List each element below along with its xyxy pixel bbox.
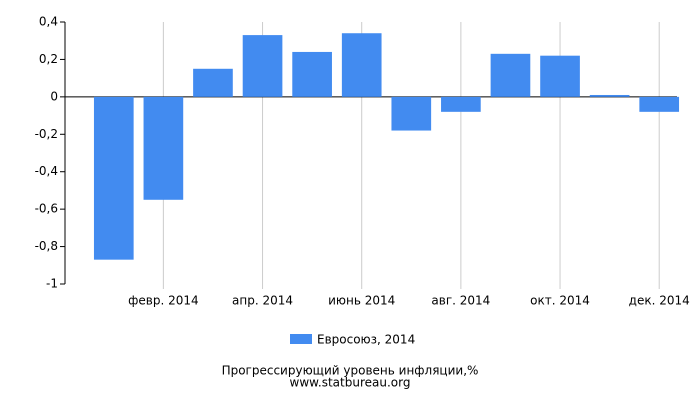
- bar: [341, 33, 382, 97]
- x-tick-label: апр. 2014: [232, 294, 293, 308]
- bar: [540, 55, 580, 97]
- bar: [490, 53, 531, 97]
- y-tick-label: 0,4: [39, 15, 58, 29]
- chart-subtitle: www.statbureau.org: [290, 376, 411, 390]
- bar: [93, 96, 134, 260]
- y-tick-label: -0,6: [35, 202, 58, 216]
- bar: [193, 68, 233, 97]
- bar: [589, 94, 630, 97]
- legend-swatch: [290, 334, 312, 344]
- chart-title: Прогрессирующий уровень инфляции,%: [222, 364, 479, 378]
- bar: [242, 35, 283, 97]
- x-tick-label: окт. 2014: [530, 294, 590, 308]
- y-tick-label: -1: [46, 277, 58, 291]
- x-tick-label: авг. 2014: [431, 294, 490, 308]
- legend-label: Евросоюз, 2014: [317, 333, 415, 347]
- y-tick-label: 0,2: [39, 52, 58, 66]
- bar: [441, 96, 481, 112]
- bar: [143, 96, 184, 200]
- bar: [639, 96, 680, 112]
- y-tick-label: 0: [50, 89, 58, 103]
- x-tick-label: февр. 2014: [128, 294, 199, 308]
- x-tick-label: дек. 2014: [629, 294, 690, 308]
- bar: [292, 51, 332, 97]
- y-tick-label: -0,8: [35, 239, 58, 253]
- x-tick-label: июнь 2014: [328, 294, 395, 308]
- y-tick-label: -0,4: [35, 164, 58, 178]
- y-tick-label: -0,2: [35, 127, 58, 141]
- bar: [391, 96, 432, 131]
